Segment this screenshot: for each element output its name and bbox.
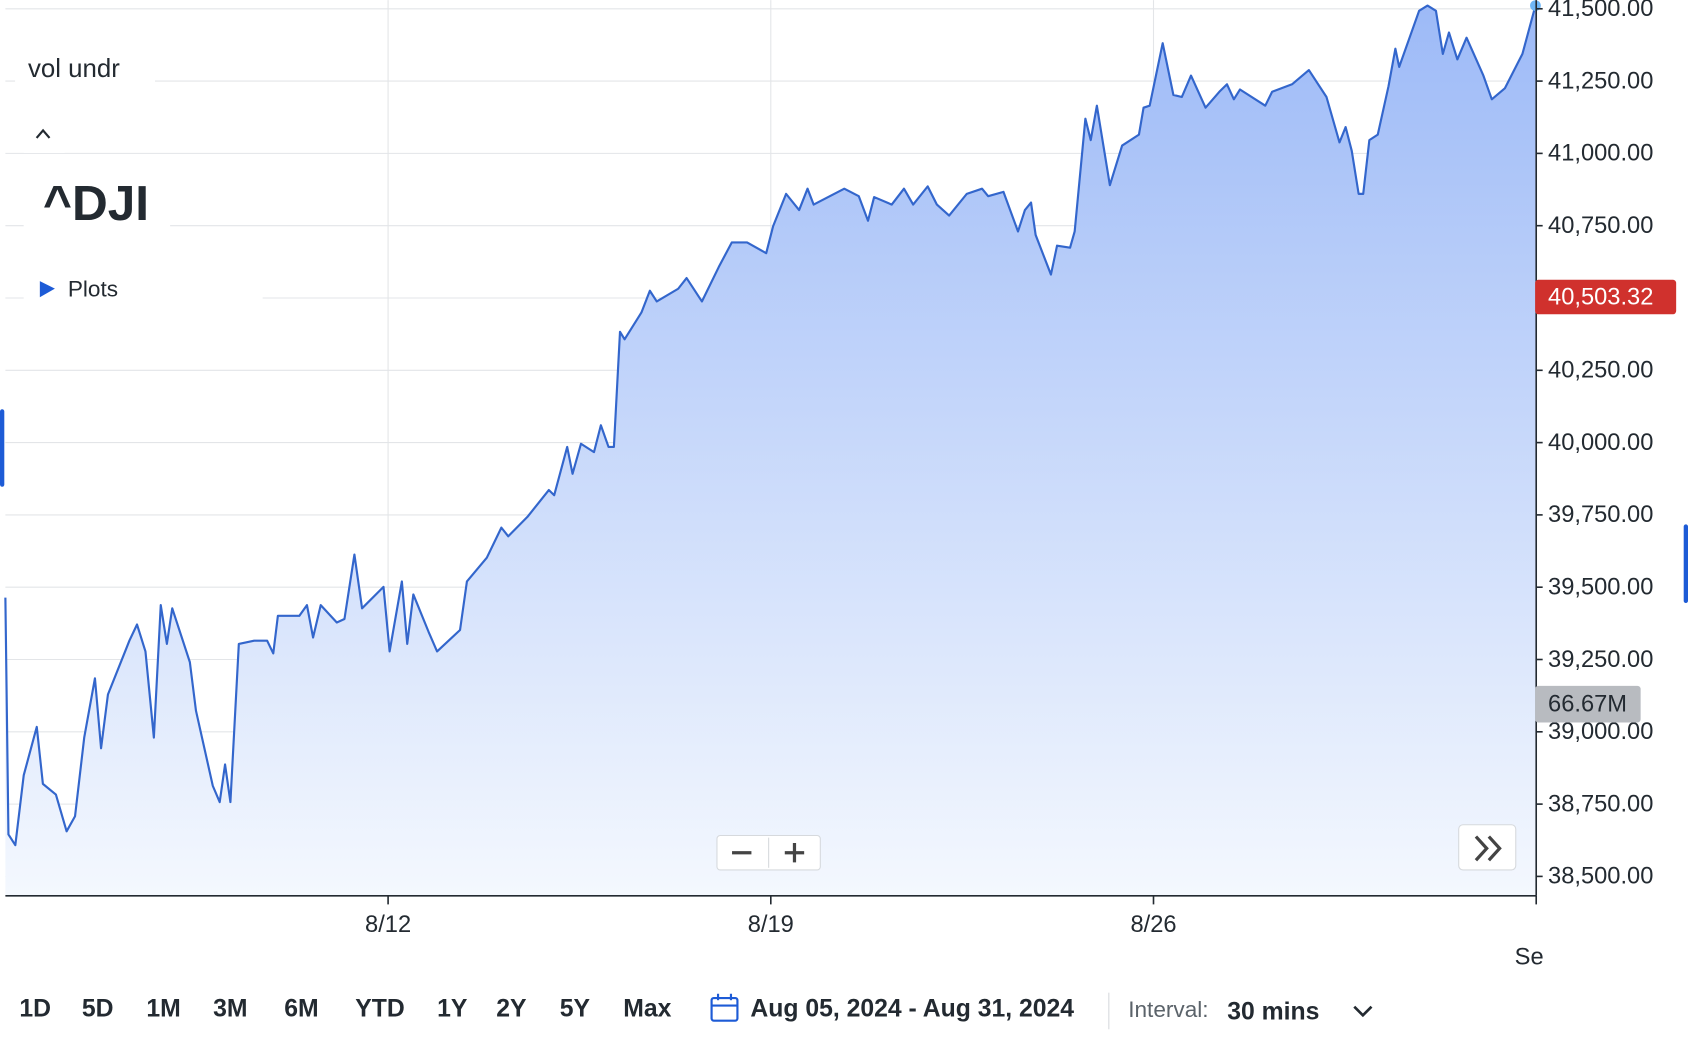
study-label[interactable]: vol undr (28, 55, 120, 83)
range-button[interactable]: 3M (213, 995, 247, 1022)
range-button[interactable]: 6M (284, 995, 318, 1022)
zoom-in[interactable] (784, 843, 805, 863)
y-tick-label: 41,000.00 (1548, 141, 1653, 167)
price-badge-label: 40,503.32 (1548, 284, 1653, 310)
volume-badge (1535, 685, 1641, 723)
interval-dropdown[interactable] (1353, 1005, 1373, 1018)
price-line (4, 4, 1537, 847)
y-tick-label: 39,000.00 (1548, 719, 1653, 745)
y-tick-label: 39,750.00 (1548, 502, 1653, 528)
x-tick-label: Se (1515, 944, 1544, 970)
axes: 41,500.00 41,250.00 41,000.00 40,750.00 40,5… (365, 0, 1677, 970)
range-button[interactable]: 1M (146, 995, 180, 1022)
toolbar: Aug 05, 2024 - Aug 31, 2024 Interval: 30… (19, 992, 1373, 1030)
zoom-controls (716, 834, 821, 871)
y-tick-label: 41,250.00 (1548, 68, 1653, 94)
plots-arrow[interactable] (39, 281, 55, 298)
y-tick-label: 38,500.00 (1548, 864, 1653, 890)
y-tick-label: 40,250.00 (1548, 358, 1653, 384)
range-button[interactable]: 1D (19, 995, 51, 1022)
left-handle[interactable] (0, 409, 5, 487)
y-tick-label: 38,750.00 (1548, 791, 1653, 817)
area-fill (5, 5, 1536, 896)
plots-box (23, 269, 263, 308)
price-badge (1535, 279, 1677, 315)
y-tick-label: 40,000.00 (1548, 430, 1653, 456)
volume-label: 66.67M (1548, 691, 1627, 717)
collapse-icon[interactable] (35, 128, 51, 139)
study-box (15, 47, 156, 91)
date-range[interactable]: Aug 05, 2024 - Aug 31, 2024 (750, 995, 1074, 1022)
right-handle[interactable] (1683, 524, 1688, 603)
calendar-icon (710, 993, 739, 1022)
range-button[interactable]: 1Y (437, 995, 468, 1022)
x-tick-label: 8/12 (365, 912, 411, 938)
y-tick-label: 39,500.00 (1548, 575, 1653, 601)
y-tick-label: 39,250.00 (1548, 647, 1653, 673)
y-tick-label: 41,500.00 (1548, 0, 1653, 22)
range-button[interactable]: 2Y (496, 995, 527, 1022)
range-button[interactable]: Max (623, 995, 671, 1022)
symbol: ^DJI (43, 176, 149, 231)
interval-label: Interval: (1128, 997, 1208, 1022)
x-tick-label: 8/19 (748, 912, 794, 938)
collapse-box (23, 114, 65, 153)
plots-toggle[interactable]: Plots (68, 277, 118, 302)
plot (4, 0, 1541, 896)
scroll-end-icon (1474, 835, 1502, 862)
interval-value[interactable]: 30 mins (1227, 999, 1319, 1026)
y-tick-label: 40,750.00 (1548, 213, 1653, 239)
symbol-box (23, 172, 171, 229)
range-button[interactable]: YTD (355, 995, 405, 1022)
range-button[interactable]: 5Y (560, 995, 591, 1022)
range-button[interactable]: 5D (82, 995, 114, 1022)
x-tick-label: 8/26 (1130, 912, 1176, 938)
